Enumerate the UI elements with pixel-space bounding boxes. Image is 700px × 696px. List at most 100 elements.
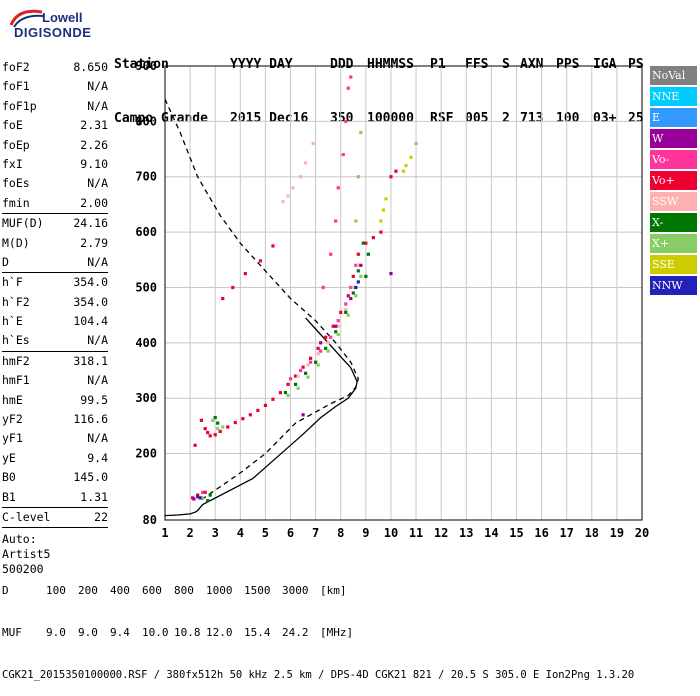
footer-d-value: 400: [110, 584, 130, 597]
x-tick-label: 7: [312, 526, 319, 540]
echo-point: [344, 302, 348, 306]
echo-point: [334, 324, 338, 328]
echo-point: [291, 186, 295, 190]
footer-d-row: D 100 200 400 600 800 1000 1500 3000 [km…: [2, 584, 634, 598]
legend-item: Vo-: [650, 150, 697, 169]
param-row: hmF2 318.1: [2, 352, 108, 371]
legend-item: SSW: [650, 192, 697, 211]
echo-point: [371, 236, 375, 240]
param-label: MUF(D): [2, 216, 44, 231]
echo-point: [286, 194, 290, 198]
echo-point: [389, 175, 393, 179]
echo-point: [389, 272, 393, 276]
legend-item: X-: [650, 213, 697, 232]
echo-point: [321, 285, 325, 290]
param-divider: [2, 527, 108, 529]
x-tick-label: 18: [585, 526, 599, 540]
echo-point: [293, 374, 298, 378]
param-row: fxI 9.10: [2, 155, 108, 174]
ionogram-chart: 1 2 3 4 5 6 7 8 9 10 11 12 13 14 15 16 17 18 19 20802003004…: [135, 59, 649, 540]
echo-point: [213, 433, 217, 437]
echo-point: [201, 490, 205, 494]
param-label: D: [2, 254, 9, 269]
echo-point: [351, 291, 355, 295]
echo-point: [309, 356, 313, 360]
echo-point: [336, 332, 340, 337]
param-value: 145.0: [73, 470, 108, 485]
header-label: IGA: [593, 57, 617, 72]
param-row: h`Es N/A: [2, 331, 108, 350]
echo-point: [241, 417, 245, 421]
param-value: 8.650: [73, 60, 108, 74]
param-row: foF1 N/A: [2, 77, 108, 96]
echo-point: [341, 152, 345, 157]
scaled-parameters-panel: foF2 8.650 foF1 N/A foF1p N/A foE 2.31 foEp 2.26 f…: [2, 58, 108, 577]
header-value: 25: [628, 111, 644, 126]
echo-point: [334, 330, 338, 334]
echo-point: [351, 285, 355, 290]
param-value: 354.0: [73, 275, 108, 290]
param-value: 9.4: [87, 450, 108, 465]
x-tick-label: 9: [362, 526, 369, 540]
footer-muf-unit: [MHz]: [320, 626, 354, 639]
echo-point: [286, 393, 290, 398]
footer-d-value: 1000: [206, 584, 233, 597]
header-value: RSF: [430, 111, 454, 126]
param-row: B1 1.31: [2, 488, 108, 507]
param-row: C-level 22: [2, 508, 108, 527]
echo-point: [206, 499, 210, 503]
param-label: hmE: [2, 392, 23, 407]
echo-point: [381, 208, 386, 212]
echo-point: [354, 285, 358, 290]
echo-point: [356, 263, 360, 267]
param-value: 1.31: [80, 489, 108, 504]
footer-muf-label: MUF: [2, 626, 22, 639]
echo-point: [364, 274, 368, 278]
echo-point: [319, 341, 323, 345]
echo-point: [243, 272, 247, 276]
echo-point: [359, 274, 363, 278]
echo-point: [379, 230, 383, 234]
echo-point: [283, 391, 288, 395]
param-label: foF1p: [2, 98, 37, 113]
echo-point: [248, 413, 252, 417]
param-row: foE 2.31: [2, 116, 108, 135]
echo-point: [198, 496, 202, 500]
echo-point: [384, 197, 388, 201]
legend-item: W: [650, 129, 697, 148]
echo-point: [196, 493, 200, 497]
param-row: yF2 116.6: [2, 410, 108, 429]
x-tick-label: 15: [509, 526, 523, 540]
echo-point: [288, 377, 293, 381]
echo-point: [366, 252, 370, 256]
param-label: h`E: [2, 314, 23, 329]
echo-point: [293, 382, 298, 386]
echo-point: [301, 413, 305, 417]
echo-point: [231, 285, 235, 290]
x-tick-label: 10: [384, 526, 398, 540]
echo-point: [361, 241, 365, 245]
param-value: 22: [94, 509, 108, 524]
header-label: Station: [114, 57, 169, 72]
header-label: P1: [430, 57, 446, 72]
x-tick-label: 3: [212, 526, 219, 540]
param-label: B1: [2, 489, 16, 504]
footer-muf-value: 9.0: [46, 626, 66, 639]
logo-swoosh-icon: [9, 9, 45, 28]
polarization-legend: NoVal NNE E W Vo- Vo+ SSW X- X+ SSE NNW: [650, 66, 697, 297]
x-tick-label: 4: [237, 526, 244, 540]
logo-text-lowell: Lowell: [42, 10, 83, 25]
param-label: fmin: [2, 195, 30, 210]
echo-point: [221, 296, 225, 301]
echo-point: [409, 155, 413, 159]
footer-d-value: 200: [78, 584, 98, 597]
param-row: foEs N/A: [2, 174, 108, 193]
param-label: B0: [2, 470, 16, 485]
echo-point: [326, 341, 330, 345]
legend-item: NoVal: [650, 66, 697, 85]
echo-point: [226, 425, 230, 429]
station-header: Station YYYY DAY DDD HHMMSS P1 FFS S AXN…: [114, 20, 654, 146]
header-label: YYYY DAY: [230, 57, 293, 72]
echo-point: [281, 200, 285, 204]
param-label: h`F2: [2, 294, 30, 309]
